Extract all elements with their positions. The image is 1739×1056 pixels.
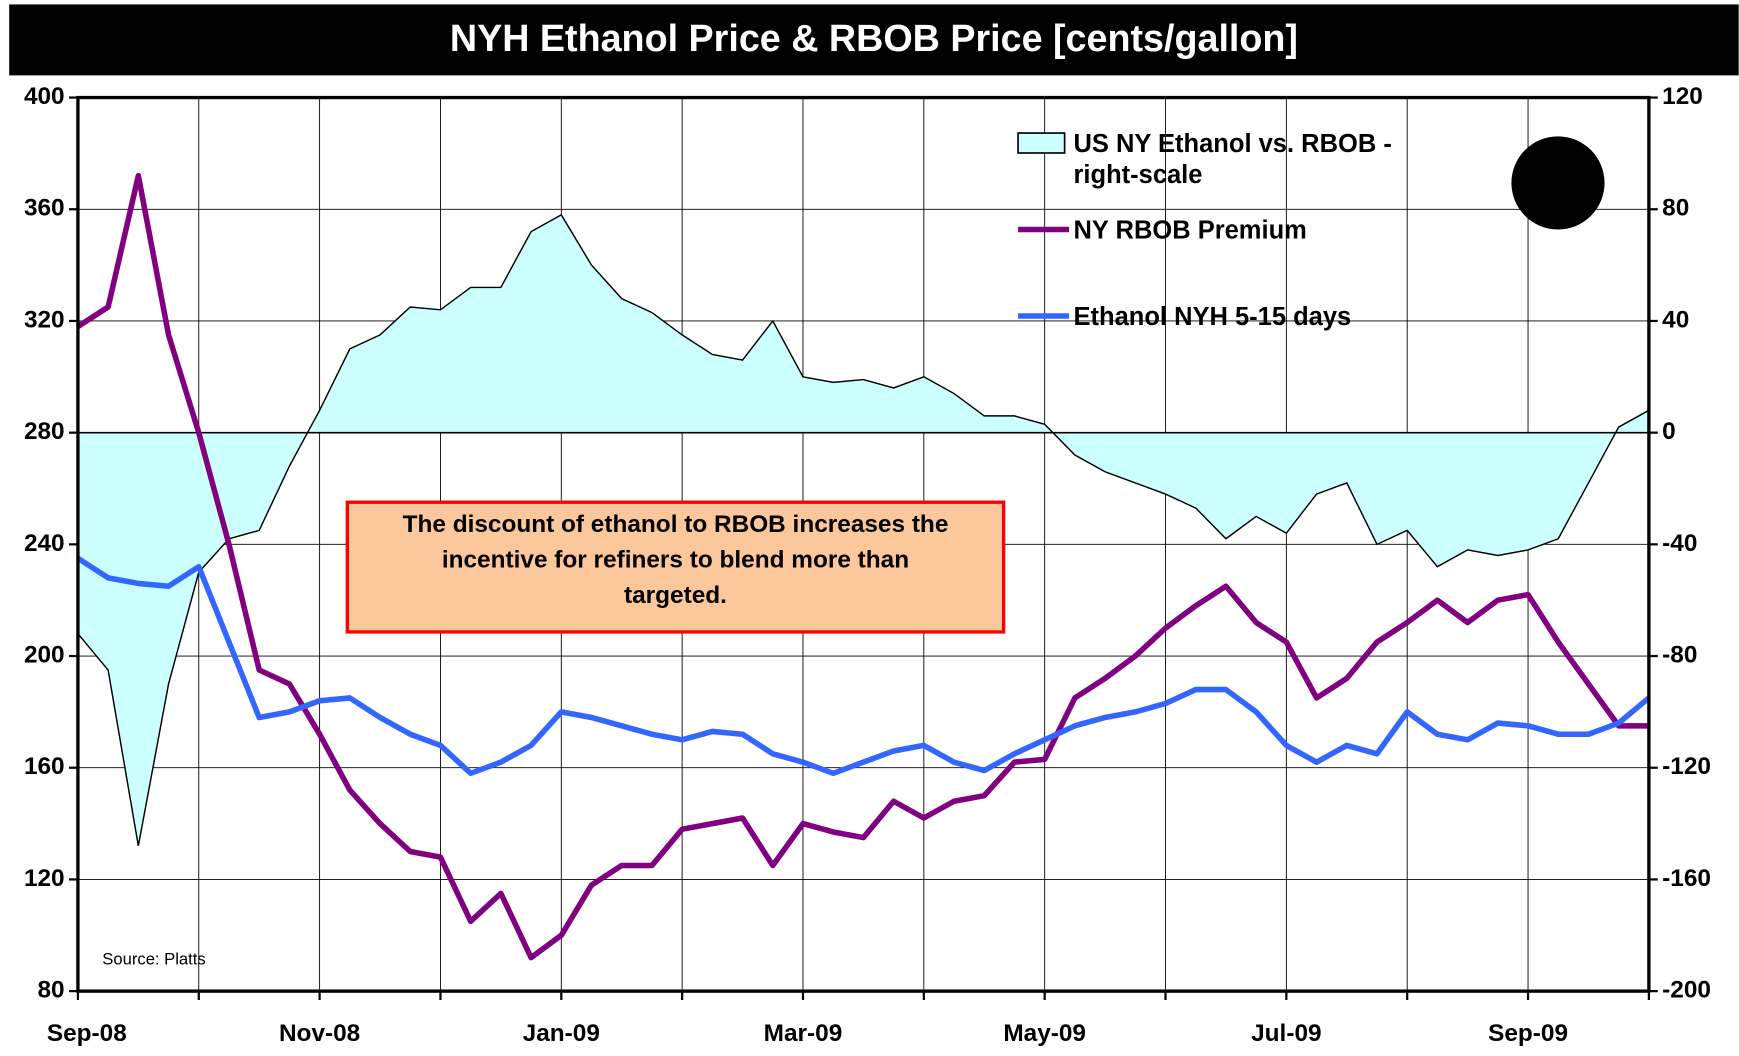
area-fill — [77, 214, 1649, 846]
annotation-text: targeted. — [624, 582, 727, 609]
y-tick-label: 120 — [24, 865, 65, 892]
series-line — [76, 172, 1649, 961]
y2-tick-label: 80 — [1662, 195, 1689, 222]
y2-tick-label: -80 — [1662, 641, 1697, 668]
source-note: Source: Platts — [102, 949, 205, 968]
annotation-text: incentive for refiners to blend more tha… — [442, 546, 909, 573]
x-tick-label: Jan-09 — [523, 1020, 600, 1047]
y-tick-label: 240 — [24, 530, 65, 557]
x-tick-label: Jul-09 — [1251, 1020, 1321, 1047]
title-band — [9, 4, 1739, 76]
legend-entry: NY RBOB Premium — [1073, 215, 1307, 244]
y-tick-label: 160 — [24, 753, 65, 780]
x-tick-label: Mar-09 — [764, 1020, 843, 1047]
logo — [1511, 136, 1605, 230]
x-tick-label: May-09 — [1003, 1020, 1086, 1047]
annotation-text: The discount of ethanol to RBOB increase… — [403, 511, 949, 538]
y2-tick-label: 120 — [1662, 83, 1703, 110]
annotation-box — [345, 500, 1006, 634]
y2-tick-label: 0 — [1662, 418, 1676, 445]
legend-entry: Ethanol NYH 5-15 days — [1073, 301, 1352, 331]
y2-tick-label: -40 — [1662, 530, 1697, 557]
x-tick-label: Nov-08 — [279, 1020, 360, 1047]
y2-tick-label: -160 — [1662, 865, 1711, 892]
series-line — [76, 555, 1651, 777]
legend-swatch — [1017, 132, 1066, 154]
y2-tick-label: -120 — [1662, 753, 1711, 780]
x-tick-label: Sep-08 — [47, 1020, 127, 1047]
y2-tick-label: 40 — [1662, 306, 1689, 333]
y-tick-label: 320 — [24, 306, 65, 333]
y-tick-label: 360 — [24, 195, 65, 222]
legend-label: Ethanol NYH 5-15 days — [1073, 301, 1352, 331]
y-tick-label: 200 — [24, 641, 65, 668]
area-edge — [77, 213, 1650, 847]
legend-entry: US NY Ethanol vs. RBOB - right-scale — [1073, 128, 1392, 189]
y2-tick-label: -200 — [1662, 977, 1711, 1004]
legend-label: NY RBOB Premium — [1073, 215, 1307, 244]
y-tick-label: 80 — [37, 977, 64, 1004]
y-tick-label: 400 — [24, 83, 65, 110]
chart-title: NYH Ethanol Price & RBOB Price [cents/ga… — [450, 17, 1298, 59]
x-tick-label: Sep-09 — [1488, 1020, 1568, 1047]
y-tick-label: 280 — [24, 418, 65, 445]
legend-label: US NY Ethanol vs. RBOB - right-scale — [1073, 128, 1392, 189]
